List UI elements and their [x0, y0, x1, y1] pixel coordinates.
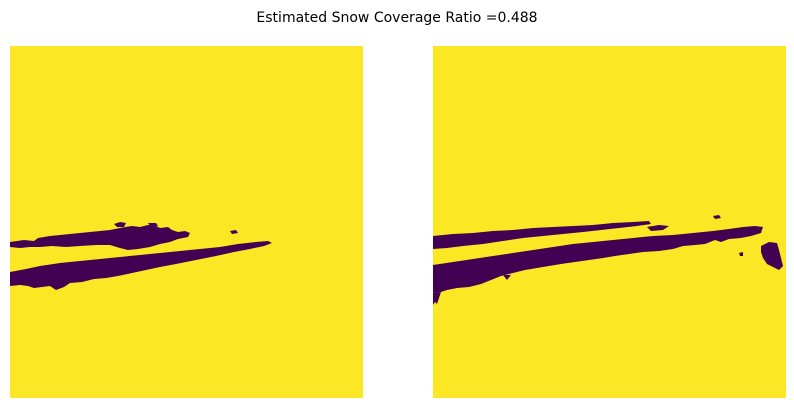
non-snow-region	[230, 230, 238, 234]
non-snow-region	[10, 241, 272, 290]
non-snow-region	[739, 252, 743, 256]
non-snow-region	[433, 226, 763, 293]
non-snow-region	[761, 242, 783, 270]
non-snow-region	[713, 215, 721, 219]
non-snow-region	[148, 223, 158, 226]
non-snow-region	[114, 222, 126, 227]
non-snow-region	[10, 225, 190, 250]
snow-area	[433, 46, 786, 398]
snow-mask-right	[433, 46, 786, 398]
figure-title: Estimated Snow Coverage Ratio =0.488	[256, 10, 538, 26]
non-snow-region	[647, 225, 669, 231]
non-snow-region	[433, 221, 651, 249]
snow-mask-left	[10, 46, 363, 398]
non-snow-region	[433, 292, 441, 305]
snow-area	[10, 46, 363, 398]
non-snow-region	[503, 275, 511, 280]
